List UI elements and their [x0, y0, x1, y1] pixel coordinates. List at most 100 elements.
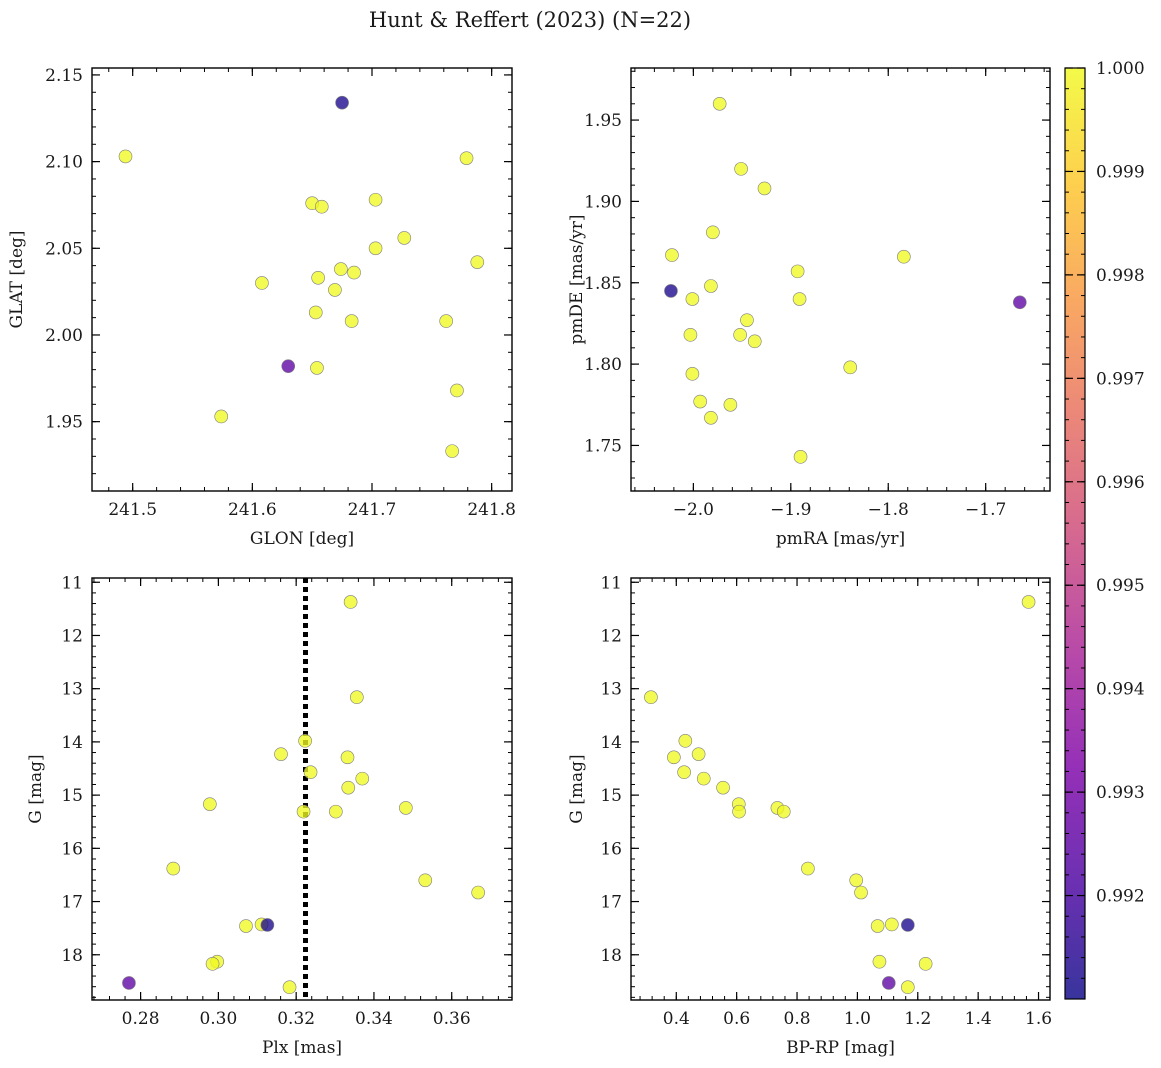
scatter-point [214, 409, 229, 424]
panel-glon-glat: 241.5 241.6 241.7 241.8 1.95 2.00 2.05 2.10 2.15… [7, 66, 516, 549]
colorbar-tick-label: 0.995 [1096, 576, 1145, 596]
scatter-point [298, 734, 312, 748]
scatter-point [355, 771, 370, 786]
scatter-point [792, 292, 807, 306]
colorbar-tick-label: 0.994 [1096, 680, 1145, 700]
y-tick-label: 15 [600, 786, 622, 806]
scatter-point [870, 919, 885, 933]
scatter-point [757, 181, 772, 196]
panel-plx-g: 0.28 0.30 0.32 0.34 0.36 11 12 13 14 15 16 17 18 Plx … [26, 573, 513, 1058]
scatter-point [693, 394, 707, 409]
scatter-point [1021, 595, 1036, 609]
x-axis-label: pmRA [mas/yr] [776, 529, 905, 549]
scatter-point [897, 249, 911, 264]
scatter-point [368, 241, 383, 256]
scatter-point [296, 804, 311, 819]
panel-pmra-pmde: −2.0 −1.9 −1.8 −1.7 1.75 1.80 1.85 1.90 1.95 pmRA… [567, 67, 1051, 549]
scatter-point [885, 917, 899, 932]
figure-title: Hunt & Reffert (2023) (N=22) [369, 8, 691, 32]
scatter-point [255, 276, 269, 290]
scatter-point [664, 284, 678, 298]
y-tick-label: 12 [600, 626, 622, 646]
scatter-point [397, 231, 412, 245]
plot-frame [630, 577, 1051, 1001]
scatter-point [685, 292, 700, 306]
scatter-point [334, 262, 348, 276]
scatter-point [314, 199, 329, 214]
colorbar-tick-label: 1.000 [1096, 59, 1145, 79]
panel-bprp-g: 0.4 0.6 0.8 1.0 1.2 1.4 1.6 11 12 13 14 15 16 17 18 BP-… [567, 573, 1052, 1058]
y-tick-label: 14 [61, 733, 83, 753]
x-axis-label: BP-RP [mag] [786, 1038, 895, 1058]
colorbar-frame [1064, 67, 1086, 1000]
y-tick-label: 13 [600, 680, 622, 700]
scatter-point [399, 801, 413, 815]
scatter-point [712, 96, 727, 111]
x-tick-label: −1.9 [770, 500, 811, 520]
x-tick-label: 241.7 [348, 500, 397, 520]
y-axis-label: G [mag] [26, 754, 46, 823]
y-tick-label: 2.10 [45, 153, 83, 173]
scatter-point [740, 313, 754, 327]
y-tick-label: 13 [61, 680, 83, 700]
scatter-point [282, 980, 297, 995]
plot-frame [91, 577, 513, 1001]
x-tick-label: −2.0 [673, 500, 714, 520]
x-tick-label: 241.5 [108, 500, 157, 520]
scatter-point [790, 264, 805, 279]
scatter-point [696, 771, 711, 786]
scatter-point [683, 328, 698, 342]
y-axis-label: G [mag] [567, 754, 587, 823]
scatter-point [665, 248, 679, 262]
x-tick-label: 1.2 [904, 1009, 931, 1029]
x-tick-label: 0.6 [723, 1009, 750, 1029]
scatter-point [439, 314, 453, 328]
scatter-point [344, 314, 359, 328]
y-tick-label: 1.75 [584, 436, 622, 456]
scatter-point [166, 861, 181, 876]
scatter-point [328, 283, 342, 297]
scatter-point [239, 919, 253, 933]
scatter-point [901, 918, 915, 932]
colorbar-tick-label: 0.992 [1096, 887, 1145, 907]
y-tick-label: 11 [600, 573, 622, 593]
scatter-point [732, 804, 746, 819]
scatter-point [704, 279, 718, 293]
y-tick-label: 1.85 [584, 274, 622, 294]
scatter-point [691, 747, 706, 761]
colorbar-tick-label: 0.999 [1096, 162, 1145, 182]
scatter-point [340, 750, 355, 765]
x-tick-label: 1.0 [844, 1009, 871, 1029]
plot-frame [91, 67, 513, 492]
y-tick-label: 15 [61, 786, 83, 806]
scatter-point [471, 885, 485, 900]
scatter-point [260, 918, 275, 932]
scatter-point [445, 444, 459, 458]
colorbar-tick-label: 0.997 [1096, 369, 1145, 389]
scatter-point [706, 225, 720, 240]
x-tick-label: 241.8 [467, 500, 516, 520]
scatter-point [704, 410, 718, 425]
y-tick-label: 2.05 [45, 239, 83, 259]
scatter-point [122, 976, 136, 990]
scatter-point [734, 162, 748, 176]
y-tick-label: 1.95 [584, 111, 622, 131]
scatter-point [335, 95, 349, 110]
scatter-point [678, 734, 693, 748]
x-tick-label: 0.32 [277, 1009, 315, 1029]
scatter-point [118, 149, 133, 164]
y-tick-label: 11 [61, 573, 83, 593]
x-tick-label: 241.6 [228, 500, 277, 520]
scatter-point [274, 747, 288, 761]
scatter-point [747, 334, 762, 349]
x-tick-label: −1.8 [868, 500, 909, 520]
y-tick-label: 16 [61, 839, 83, 859]
scatter-point [347, 265, 361, 280]
scatter-point [854, 885, 868, 900]
colorbar-gradient [1065, 68, 1085, 999]
scatter-point [303, 765, 318, 780]
x-tick-label: 1.4 [965, 1009, 992, 1029]
colorbar-tick-label: 0.998 [1096, 266, 1145, 286]
scatter-point [1012, 295, 1027, 310]
